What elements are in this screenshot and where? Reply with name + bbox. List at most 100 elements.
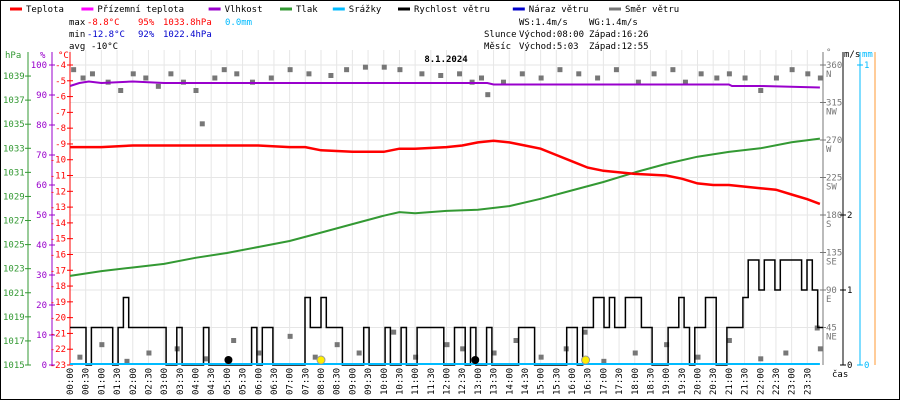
- temperature-tick-label: -7: [55, 108, 66, 118]
- temperature-tick-label: -21: [50, 329, 66, 339]
- moon-event-marker: [224, 356, 233, 364]
- wind-direction-point: [193, 88, 199, 93]
- wind-direction-point: [381, 64, 387, 70]
- humidity-tick-label: 40: [36, 241, 47, 251]
- temperature-tick-label: -13: [50, 203, 66, 213]
- x-tick-label: 17:00: [599, 368, 609, 395]
- x-tick-label: 23:30: [803, 368, 813, 395]
- wind-direction-point: [714, 75, 720, 81]
- temperature-tick-label: -10: [50, 156, 66, 166]
- wind-direction-point: [71, 67, 77, 73]
- direction-axis-unit: °: [826, 48, 831, 58]
- wind-direction-point: [212, 75, 218, 81]
- direction-tick-value: 180: [826, 211, 842, 221]
- temperature-tick-label: -5: [55, 77, 66, 87]
- x-tick-label: 16:30: [584, 368, 594, 395]
- x-tick-label: 10:30: [395, 368, 405, 395]
- stats-rain: 0.0mm: [225, 18, 252, 28]
- temperature-tick-label: -11: [50, 172, 66, 182]
- pressure-tick-label: 1037: [3, 96, 25, 106]
- direction-tick-label: SW: [826, 183, 837, 193]
- x-tick-label: 06:00: [254, 368, 264, 395]
- wind-direction-point: [99, 342, 105, 348]
- wind-direction-point: [682, 79, 688, 85]
- direction-tick-label: W: [826, 145, 832, 155]
- x-tick-label: 08:00: [317, 368, 327, 395]
- wind-direction-point: [124, 358, 130, 364]
- wind-direction-point: [538, 75, 544, 81]
- wind-direction-point: [130, 71, 136, 77]
- wind-direction-point: [805, 71, 811, 77]
- humidity-tick-label: 80: [36, 121, 47, 131]
- temperature-tick-label: -12: [50, 187, 66, 197]
- x-tick-label: 13:00: [474, 368, 484, 395]
- stats-max-label: max: [69, 18, 86, 28]
- legend-label: Směr větru: [625, 5, 679, 15]
- rain-axis-unit: mm: [862, 50, 873, 60]
- moon-label: Měsíc: [484, 42, 511, 52]
- x-tick-label: 18:30: [646, 368, 656, 395]
- x-tick-label: 14:30: [521, 368, 531, 395]
- x-tick-label: 08:30: [333, 368, 343, 395]
- direction-tick-label: NW: [826, 108, 837, 118]
- wind-direction-point: [651, 71, 657, 77]
- x-tick-label: 17:30: [615, 368, 625, 395]
- wind-direction-point: [77, 354, 83, 360]
- pressure-tick-label: 1019: [3, 313, 25, 323]
- x-tick-label: 09:00: [348, 368, 358, 395]
- wind-direction-point: [726, 338, 732, 343]
- wind-tick-label: 0: [847, 361, 852, 371]
- sun-label: Slunce: [484, 30, 517, 40]
- stats-hum-max: 95%: [138, 18, 155, 28]
- x-tick-label: 21:00: [725, 368, 735, 395]
- wind-direction-point: [334, 342, 340, 348]
- x-axis-label: čas: [832, 369, 848, 380]
- humidity-tick-label: 30: [36, 271, 47, 281]
- temperature-tick-label: -22: [50, 345, 66, 355]
- pressure-tick-label: 1033: [3, 144, 25, 154]
- temperature-tick-label: -20: [50, 314, 66, 324]
- sunrise: Východ:08:00: [519, 30, 584, 40]
- temperature-tick-label: -18: [50, 282, 66, 292]
- x-tick-label: 14:00: [505, 368, 515, 395]
- wind-direction-point: [695, 354, 701, 360]
- legend-label: Rychlost větru: [414, 5, 490, 15]
- temperature-tick-label: -4: [55, 61, 66, 71]
- x-tick-label: 12:30: [458, 368, 468, 395]
- stats-temp-max: -8.8°C: [87, 18, 120, 28]
- stats-min-label: min: [69, 30, 85, 40]
- legend-label: Náraz větru: [529, 5, 589, 15]
- x-tick-label: 20:00: [694, 368, 704, 395]
- x-tick-label: 15:00: [537, 368, 547, 395]
- x-tick-label: 22:00: [756, 368, 766, 395]
- wind-direction-point: [664, 342, 670, 348]
- wind-direction-point: [312, 354, 318, 360]
- legend-label: Tlak: [296, 5, 318, 15]
- stats-temp-min: -12.8°C: [87, 30, 125, 40]
- wind-axis-unit: m/s: [844, 50, 860, 60]
- temperature-axis-unit: °C: [58, 51, 69, 61]
- temperature-tick-label: -19: [50, 298, 66, 308]
- x-tick-label: 02:00: [129, 368, 139, 395]
- x-tick-label: 20:30: [709, 368, 719, 395]
- wind-direction-point: [582, 329, 588, 335]
- sun-event-marker: [581, 355, 591, 365]
- wind-direction-point: [457, 71, 463, 77]
- wind-direction-point: [168, 71, 174, 77]
- x-tick-label: 12:00: [443, 368, 453, 395]
- temperature-tick-label: -17: [50, 266, 66, 276]
- temperature-tick-label: -23: [50, 361, 66, 371]
- wind-direction-point: [268, 75, 274, 81]
- wind-direction-point: [773, 75, 779, 81]
- temperature-tick-label: -15: [50, 235, 66, 245]
- moonset: Západ:12:55: [589, 42, 649, 52]
- wind-direction-point: [817, 75, 823, 81]
- wind-gust-max: WG:1.4m/s: [589, 18, 638, 28]
- temperature-tick-label: -8: [55, 124, 66, 134]
- wind-direction-point: [413, 354, 419, 360]
- temperature-tick-label: -14: [50, 219, 66, 229]
- x-tick-label: 11:30: [427, 368, 437, 395]
- x-tick-label: 16:00: [568, 368, 578, 395]
- temperature-tick-label: -9: [55, 140, 66, 150]
